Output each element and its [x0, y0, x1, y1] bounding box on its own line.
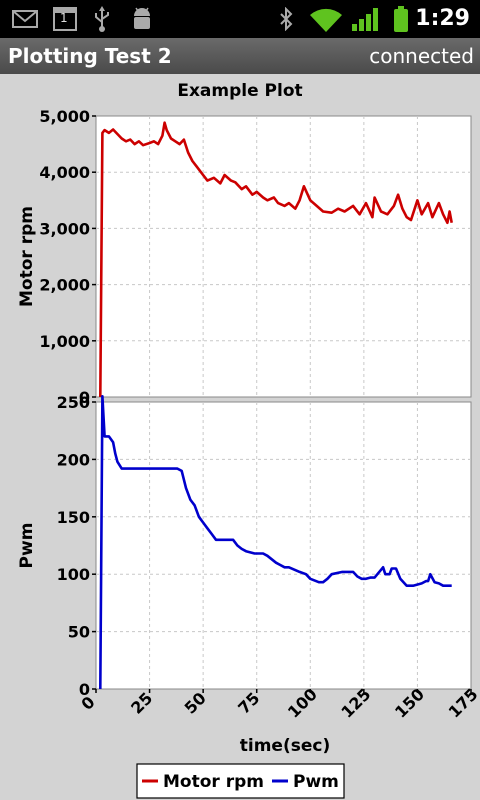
calendar-day: 1 — [60, 11, 68, 25]
x-tick-label: 25 — [127, 689, 156, 718]
legend-box — [136, 763, 345, 799]
y-tick-label: 50 — [68, 623, 90, 642]
clock: 1:29 — [415, 6, 470, 31]
y-tick-label: 2,000 — [39, 276, 90, 295]
usb-icon — [90, 0, 114, 38]
series-line-motor-rpm — [99, 121, 453, 398]
x-tick-label: 100 — [284, 685, 321, 722]
series-line-pwm — [99, 394, 452, 690]
plot-area: Example Plot 0 1,000 2,000 3,000 4,000 5,000 M… — [0, 74, 480, 800]
y-tick-label: 100 — [57, 565, 90, 584]
gmail-icon — [10, 0, 40, 38]
plot-background-motor-rpm — [95, 115, 472, 398]
wifi-icon — [306, 0, 346, 38]
example-plot[interactable]: Example Plot 0 1,000 2,000 3,000 4,000 5,000 M… — [0, 74, 480, 800]
x-tick-label: 75 — [234, 689, 263, 718]
app-title-bar: Plotting Test 2 connected — [0, 38, 480, 74]
calendar-icon: 1 — [52, 0, 78, 38]
x-tick-label: 125 — [337, 685, 374, 722]
y-axis-label-pwm: Pwm — [17, 523, 37, 569]
x-axis-label: time(sec) — [240, 736, 330, 756]
battery-icon — [392, 0, 410, 38]
android-debug-icon — [128, 0, 156, 38]
x-tick-label: 150 — [391, 685, 428, 722]
app-title: Plotting Test 2 — [8, 44, 172, 68]
legend: Motor rpm Pwm — [136, 763, 345, 799]
y-tick-label: 0 — [79, 680, 90, 699]
y-tick-label: 150 — [57, 508, 90, 527]
plot-background-pwm — [95, 401, 472, 690]
legend-label-pwm: Pwm — [293, 772, 339, 792]
y-tick-label: 5,000 — [39, 107, 90, 126]
signal-icon — [350, 0, 382, 38]
chart-title: Example Plot — [177, 81, 302, 101]
y-tick-label: 1,000 — [39, 332, 90, 351]
bluetooth-icon — [276, 0, 296, 38]
status-bar: 1 1:29 — [0, 0, 480, 38]
y-tick-label: 200 — [57, 450, 90, 469]
y-tick-label: 250 — [57, 393, 90, 412]
x-tick-label: 175 — [445, 685, 480, 722]
y-axis-label-motor-rpm: Motor rpm — [17, 206, 37, 307]
x-tick-label: 50 — [181, 689, 210, 718]
y-tick-label: 3,000 — [39, 219, 90, 238]
legend-label-motor-rpm: Motor rpm — [163, 772, 264, 792]
y-tick-label: 4,000 — [39, 163, 90, 182]
connection-status: connected — [369, 44, 474, 68]
y-tick-label: 0 — [79, 388, 90, 407]
